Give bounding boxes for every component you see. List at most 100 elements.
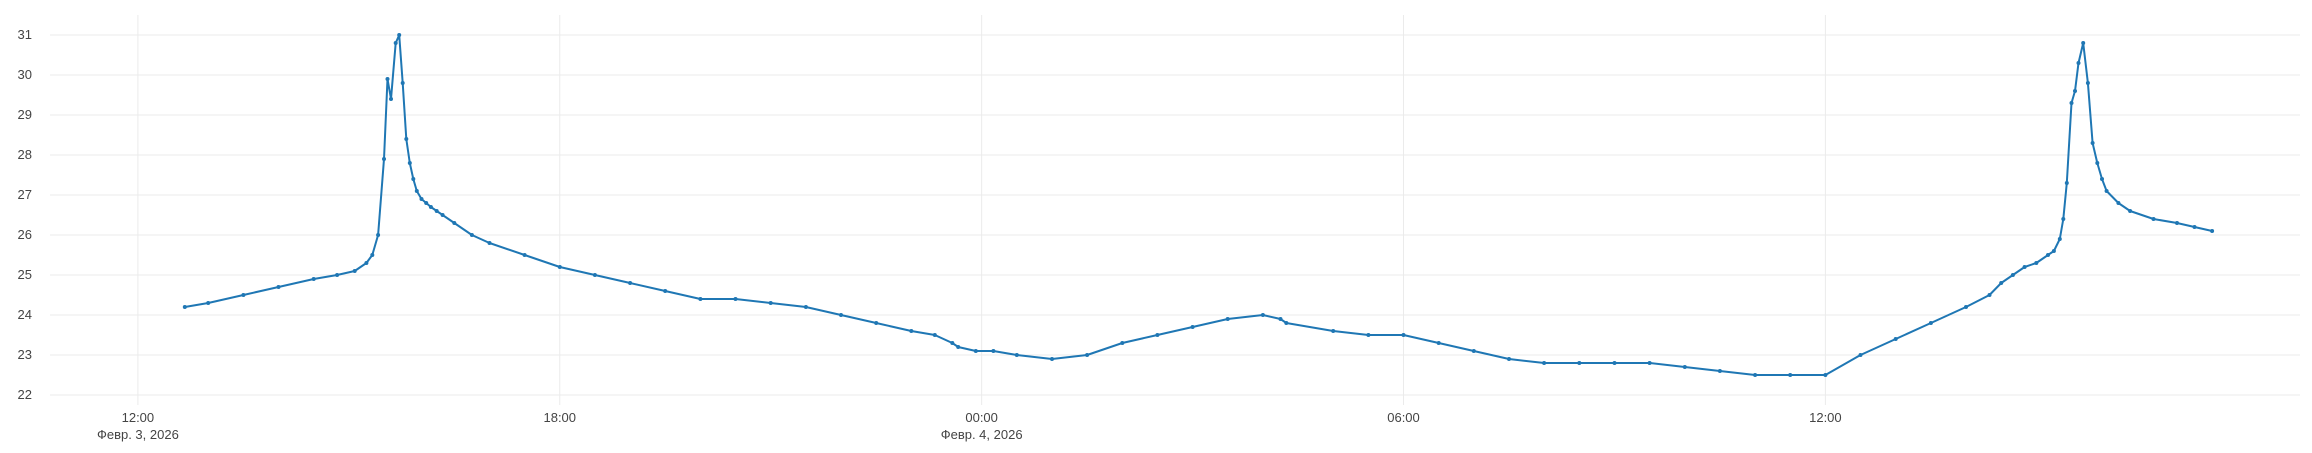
data-point <box>839 313 843 317</box>
data-point <box>1999 281 2004 285</box>
data-point <box>950 341 955 345</box>
data-point <box>932 333 937 337</box>
data-point <box>1436 341 1441 345</box>
data-point <box>733 297 738 301</box>
data-point <box>206 301 211 305</box>
data-point <box>2057 237 2062 241</box>
data-point <box>1507 357 1511 361</box>
y-tick-label: 25 <box>18 267 32 282</box>
data-point <box>2116 201 2121 205</box>
data-point <box>1788 373 1793 377</box>
data-point <box>352 269 357 273</box>
data-point <box>1577 361 1582 365</box>
y-tick-label: 26 <box>18 227 32 242</box>
data-point <box>1964 305 1968 309</box>
x-tick-label: 12:00 <box>1809 410 1842 425</box>
data-point <box>411 177 416 181</box>
data-point <box>2151 217 2156 221</box>
data-point <box>2061 217 2066 221</box>
data-point <box>768 301 773 305</box>
data-point <box>1401 333 1406 337</box>
y-tick-label: 22 <box>18 387 32 402</box>
data-point <box>1085 353 1090 357</box>
data-point <box>385 77 390 81</box>
data-point <box>557 265 562 269</box>
data-point <box>2128 209 2133 213</box>
data-point <box>973 349 978 353</box>
data-point <box>1542 361 1547 365</box>
data-point <box>592 273 597 277</box>
data-point <box>2034 261 2039 265</box>
data-point <box>1366 333 1371 337</box>
series-line <box>184 34 2213 376</box>
y-tick-label: 29 <box>18 107 32 122</box>
data-point <box>1155 333 1160 337</box>
data-point <box>2010 273 2015 277</box>
y-tick-label: 28 <box>18 147 32 162</box>
data-point <box>2064 181 2069 185</box>
data-point <box>182 305 187 309</box>
data-point <box>874 321 879 325</box>
y-axis: 22 23 24 25 26 27 28 29 30 31 <box>18 27 32 402</box>
data-point <box>909 329 914 333</box>
data-point <box>1682 365 1687 369</box>
data-point <box>2051 249 2056 253</box>
data-point <box>364 261 369 265</box>
data-point <box>382 157 386 161</box>
data-point <box>1278 317 1283 321</box>
data-point <box>1612 361 1617 365</box>
data-point <box>1928 321 1933 325</box>
data-point <box>1858 353 1863 357</box>
data-point <box>1225 317 1230 321</box>
data-point <box>428 205 433 209</box>
data-point <box>452 221 457 225</box>
x-tick-label: 12:00 <box>122 410 155 425</box>
data-point <box>522 253 527 257</box>
data-point <box>2175 221 2179 225</box>
y-tick-label: 24 <box>18 307 32 322</box>
data-point <box>2073 89 2077 93</box>
data-point <box>335 273 340 277</box>
data-point <box>2090 141 2095 145</box>
data-point <box>663 289 668 293</box>
x-tick-label: 06:00 <box>1387 410 1420 425</box>
data-point <box>440 213 445 217</box>
data-point <box>487 241 492 245</box>
data-point <box>2100 177 2104 181</box>
data-point <box>2081 41 2086 45</box>
data-point <box>370 253 375 257</box>
data-point <box>1893 337 1898 341</box>
y-tick-label: 23 <box>18 347 32 362</box>
data-point <box>1050 357 1054 361</box>
data-point <box>276 285 281 289</box>
data-point <box>414 189 419 193</box>
data-point <box>2069 101 2074 105</box>
data-point <box>991 349 996 353</box>
grid <box>50 15 2300 405</box>
data-point <box>469 233 474 237</box>
data-point <box>1471 349 1476 353</box>
data-point <box>389 97 393 101</box>
data-point <box>2210 229 2215 233</box>
data-point <box>2046 253 2050 257</box>
data-point <box>1331 329 1336 333</box>
data-point <box>803 305 808 309</box>
data-point <box>241 293 246 297</box>
data-point <box>311 277 316 281</box>
data-point <box>2095 161 2100 165</box>
data-point <box>397 33 402 37</box>
data-point <box>1014 353 1019 357</box>
data-point <box>1753 373 1758 377</box>
data-point <box>1823 373 1828 377</box>
x-tick-label: 18:00 <box>543 410 576 425</box>
data-point <box>1647 361 1652 365</box>
data-point <box>393 41 398 45</box>
y-tick-label: 27 <box>18 187 32 202</box>
data-point <box>2076 61 2081 65</box>
data-point <box>434 209 439 213</box>
data-point <box>404 137 409 141</box>
data-point <box>424 201 429 205</box>
data-point <box>628 281 633 285</box>
